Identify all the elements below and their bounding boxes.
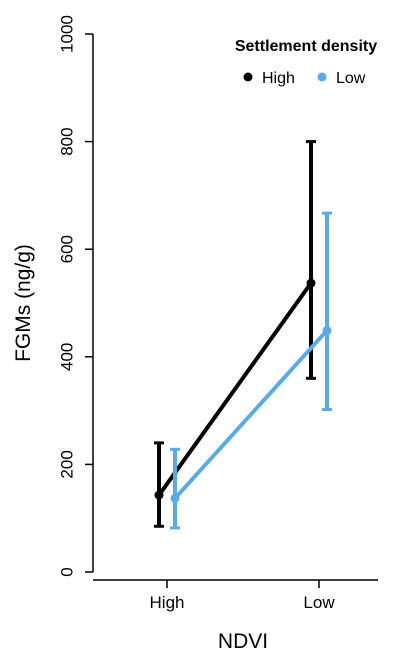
y-tick-label-400: 400: [57, 343, 76, 371]
y-ticks: 0 200 400 600 800 1000: [57, 15, 93, 577]
series-high-line: [157, 281, 313, 498]
y-tick-label-200: 200: [57, 450, 76, 478]
x-axis: High Low: [93, 579, 378, 612]
plot-area: [154, 140, 332, 530]
series-high: [154, 140, 316, 528]
series-low: [170, 211, 332, 530]
x-tick-label-high: High: [150, 593, 185, 612]
y-tick-label-1000: 1000: [57, 15, 76, 53]
legend-marker-low: [317, 72, 327, 82]
x-tick-label-low: Low: [303, 593, 335, 612]
x-axis-title: NDVI: [218, 630, 268, 653]
point-low-high: [170, 493, 180, 503]
point-high-low: [306, 278, 316, 288]
series-low-line: [173, 328, 329, 501]
legend-marker-high: [243, 72, 253, 82]
error-bar-high-low: [306, 140, 316, 380]
y-tick-label-0: 0: [57, 567, 76, 576]
point-high-high: [154, 490, 164, 500]
legend-label-low: Low: [336, 70, 366, 87]
y-tick-label-800: 800: [57, 127, 76, 155]
point-low-low: [322, 325, 332, 335]
x-ticks: High Low: [150, 580, 335, 612]
legend: Settlement density High Low: [235, 38, 377, 87]
y-axis: 0 200 400 600 800 1000: [57, 15, 94, 577]
error-bar-low-low: [322, 211, 332, 412]
y-tick-label-600: 600: [57, 235, 76, 263]
y-axis-title: FGMs (ng/g): [12, 244, 35, 362]
error-bar-low-high: [170, 447, 180, 530]
legend-label-high: High: [262, 70, 295, 87]
error-bar-high-high: [154, 441, 164, 528]
legend-title: Settlement density: [235, 38, 377, 55]
